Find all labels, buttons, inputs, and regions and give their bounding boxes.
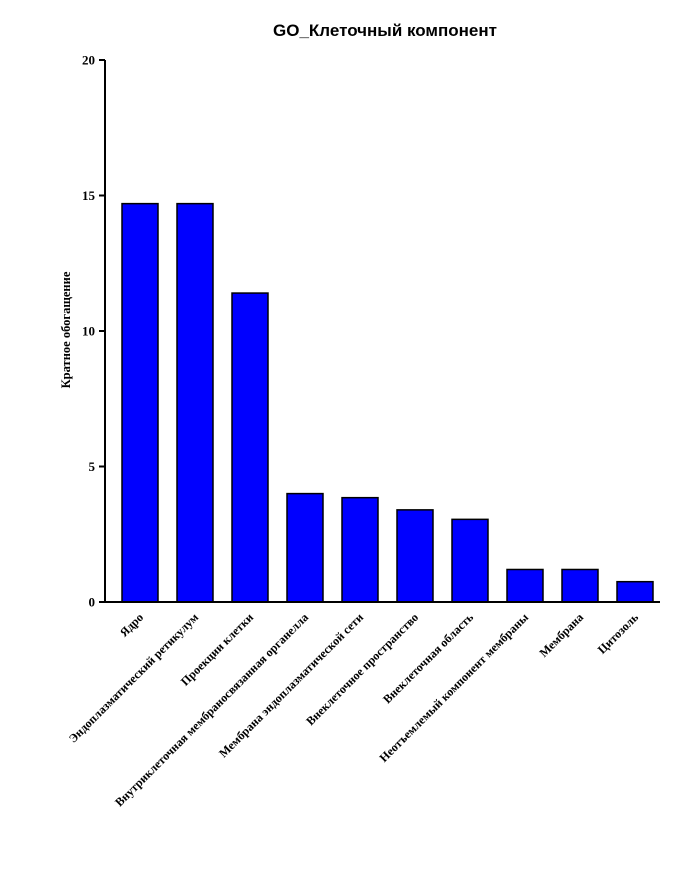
bar bbox=[396, 509, 434, 603]
x-tick-label: Цитозоль bbox=[595, 610, 642, 657]
y-tick-label: 0 bbox=[89, 595, 96, 610]
x-tick-label: Внеклеточная область bbox=[380, 610, 476, 706]
bar bbox=[231, 292, 269, 603]
x-tick-label: Ядро bbox=[117, 610, 146, 639]
y-tick-label: 5 bbox=[89, 459, 96, 474]
bar bbox=[121, 202, 159, 603]
bars bbox=[121, 202, 654, 603]
y-tick-label: 15 bbox=[82, 188, 96, 203]
y-axis-label: Кратное обогащение bbox=[59, 271, 73, 388]
bar bbox=[616, 580, 654, 603]
y-tick-label: 20 bbox=[82, 53, 95, 68]
bar bbox=[561, 568, 599, 603]
bar bbox=[286, 492, 324, 603]
bar bbox=[506, 568, 544, 603]
bar bbox=[341, 496, 379, 603]
y-tick-label: 10 bbox=[82, 324, 95, 339]
x-tick-label: Внутриклеточная мембраносвязанная органе… bbox=[112, 610, 311, 809]
chart-title: GO_Клеточный компонент bbox=[273, 21, 497, 40]
x-tick-label: Мембрана bbox=[536, 610, 586, 660]
bar bbox=[176, 202, 214, 603]
x-tick-label: Внеклеточное пространство bbox=[303, 610, 421, 728]
y-ticks: 0 5 10 15 20 bbox=[82, 53, 105, 610]
bar bbox=[451, 518, 489, 603]
